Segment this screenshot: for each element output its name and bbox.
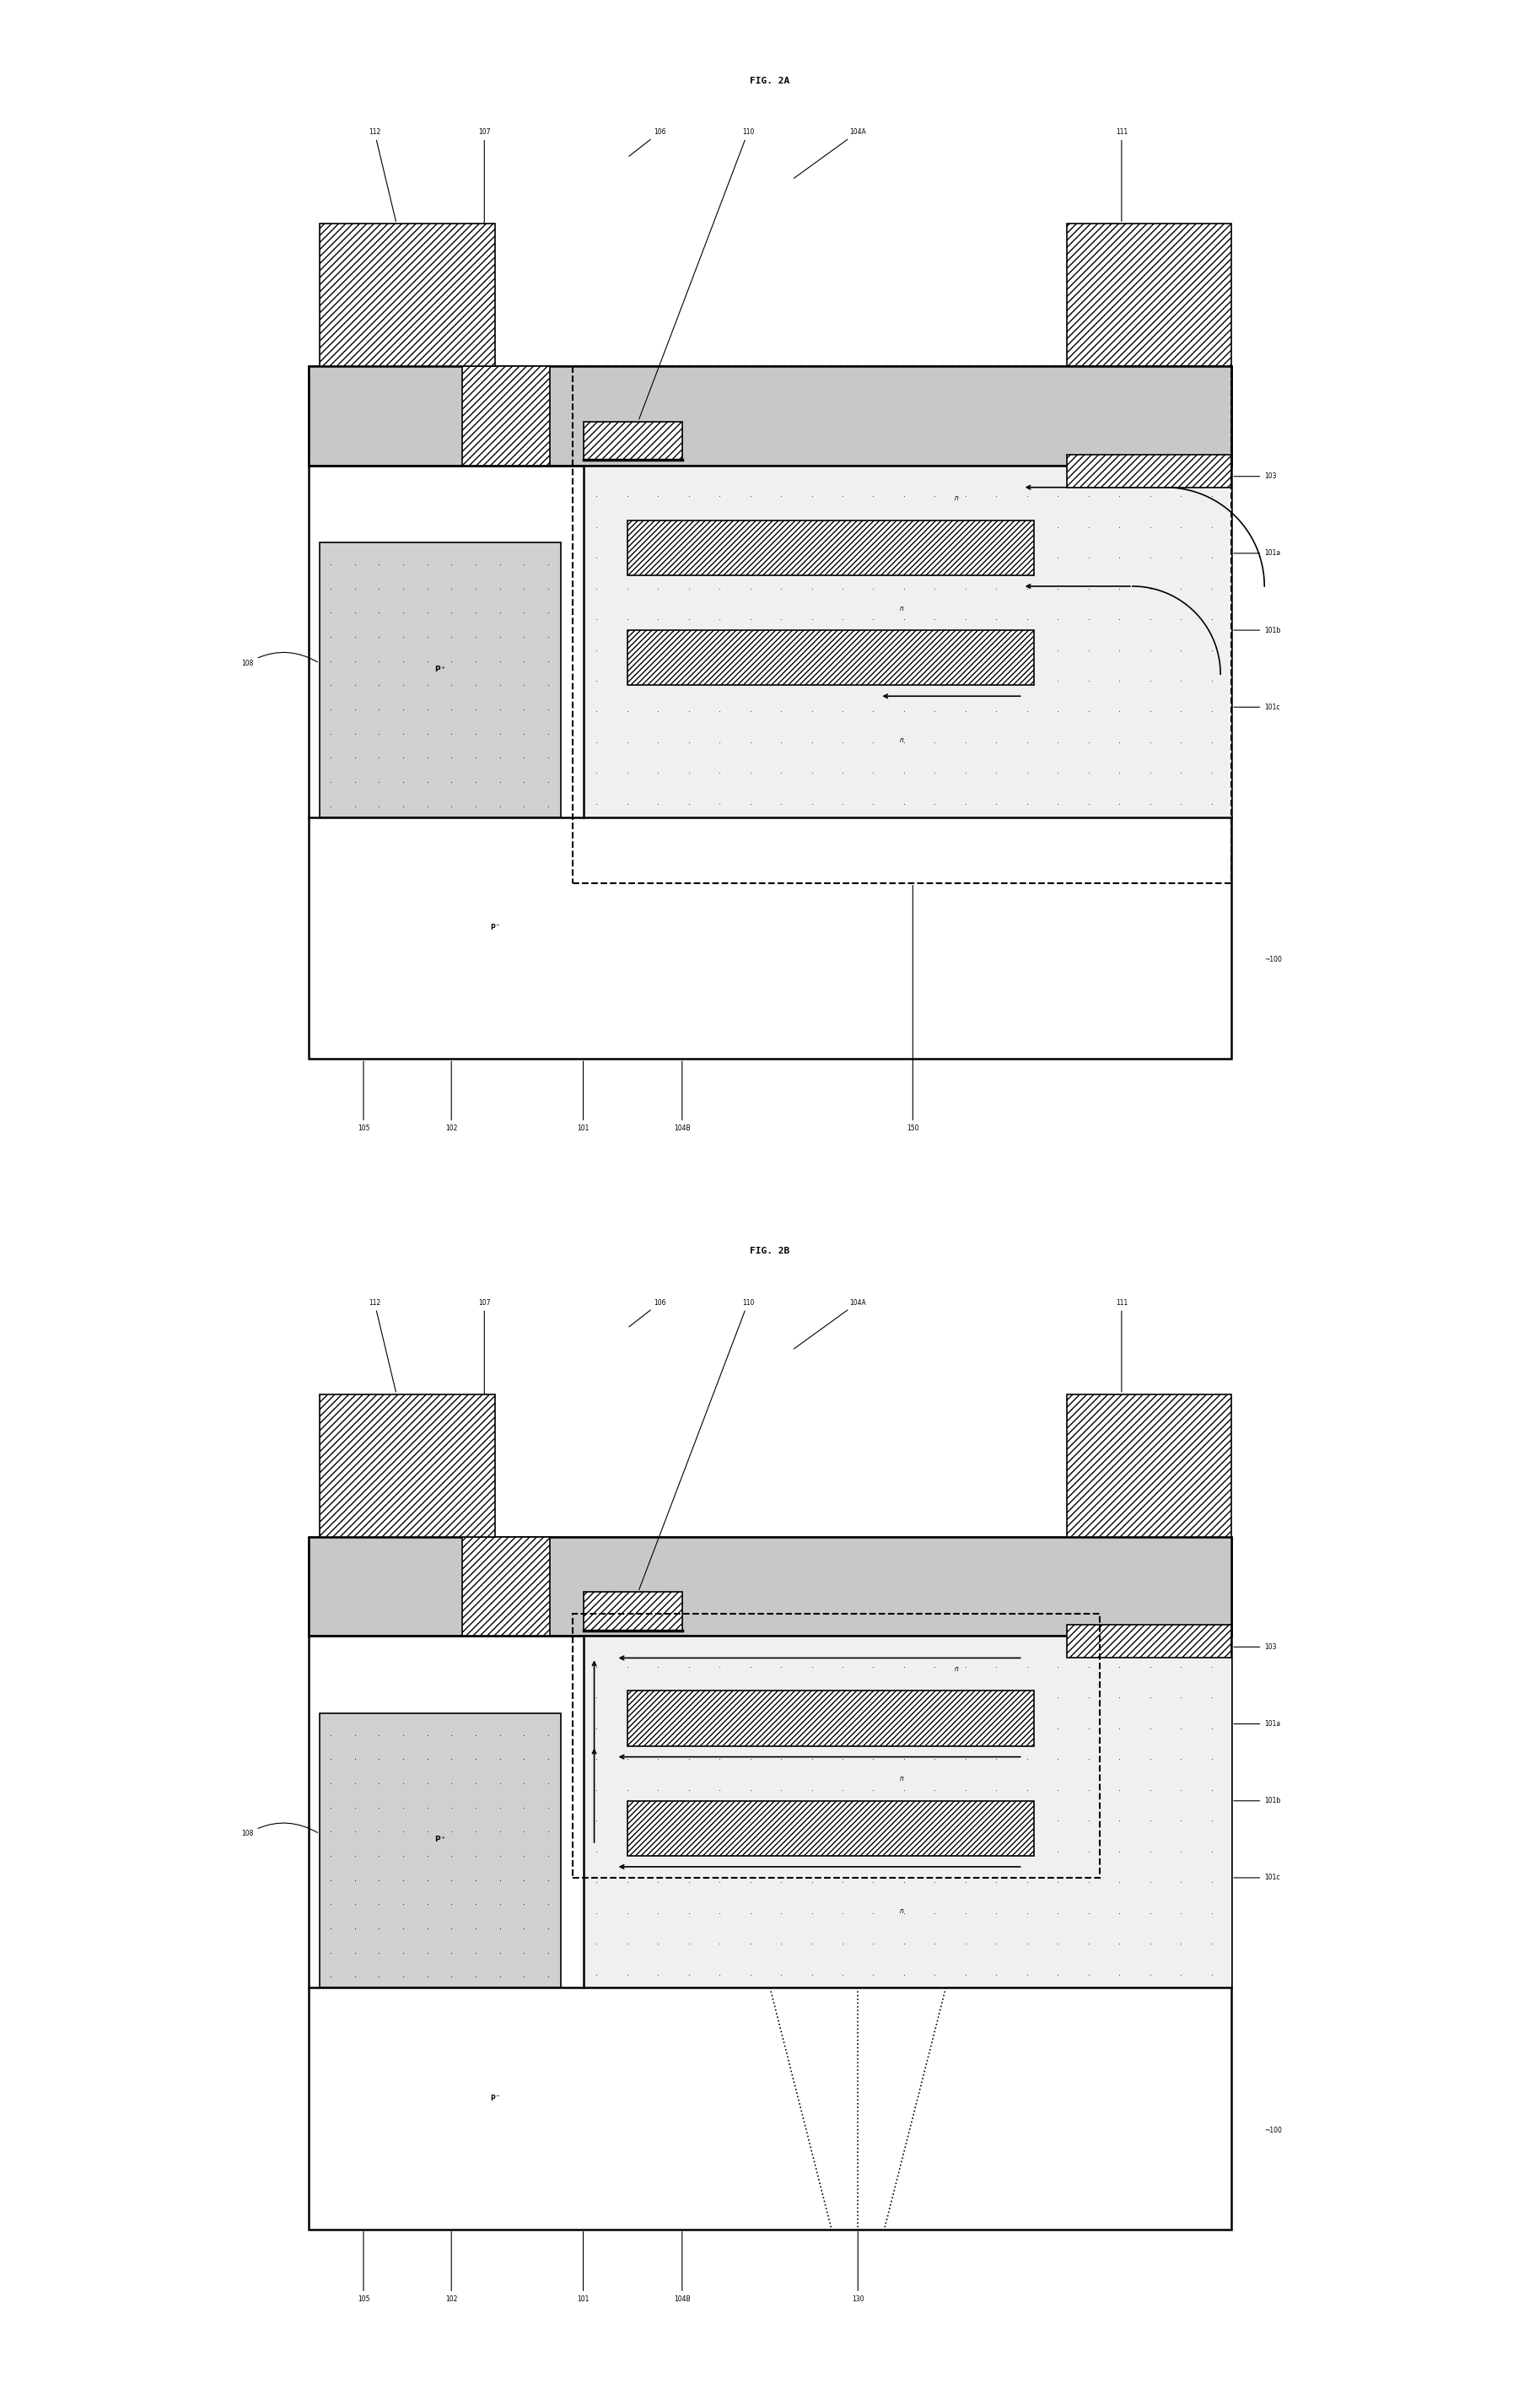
Text: 106: 106 — [628, 1300, 667, 1326]
Bar — [584, 1636, 1232, 1988]
Text: n: n — [899, 604, 904, 612]
Text: FIG. 2B: FIG. 2B — [750, 1247, 790, 1257]
Text: 112: 112 — [368, 1300, 396, 1393]
Text: ~100: ~100 — [1264, 956, 1281, 963]
Bar — [1067, 1395, 1232, 1536]
Text: 102: 102 — [445, 2231, 457, 2303]
Text: 111: 111 — [1115, 1300, 1127, 1393]
Bar — [573, 366, 1232, 884]
Text: P$^+$: P$^+$ — [434, 664, 447, 674]
Bar — [584, 420, 682, 459]
Text: 101c: 101c — [1234, 702, 1280, 712]
Bar — [308, 366, 1232, 1058]
Bar — [627, 1801, 1033, 1856]
Text: 101b: 101b — [1234, 1797, 1281, 1804]
Text: 104A: 104A — [793, 129, 865, 179]
Text: n: n — [899, 1906, 904, 1914]
Bar — [319, 225, 496, 366]
Text: 107: 107 — [479, 129, 490, 363]
Bar — [627, 521, 1033, 576]
Text: P$^-$: P$^-$ — [490, 2093, 501, 2102]
Bar — [1067, 225, 1232, 366]
Text: 105: 105 — [357, 2231, 370, 2303]
Bar — [573, 1615, 1100, 1878]
Text: 110: 110 — [639, 129, 755, 418]
Text: 108: 108 — [242, 1823, 317, 1837]
Text: 101: 101 — [578, 1061, 590, 1132]
Bar — [627, 631, 1033, 686]
Bar — [319, 542, 561, 817]
Text: 101b: 101b — [1234, 626, 1281, 633]
Bar — [308, 366, 1232, 466]
Text: 107: 107 — [479, 1300, 490, 1534]
Text: 112: 112 — [368, 129, 396, 222]
Text: P$^-$: P$^-$ — [490, 922, 501, 932]
Text: 104A: 104A — [793, 1300, 865, 1350]
Bar — [584, 466, 1232, 817]
Bar — [308, 1536, 1232, 2229]
Text: 106: 106 — [628, 129, 667, 155]
Text: n: n — [899, 736, 904, 743]
Bar — [462, 1536, 550, 1636]
Text: 111: 111 — [1115, 129, 1127, 222]
Text: 108: 108 — [242, 652, 317, 667]
Text: n: n — [955, 495, 959, 502]
Text: 103: 103 — [1234, 1644, 1277, 1651]
Text: 105: 105 — [357, 1061, 370, 1132]
Bar — [1067, 454, 1232, 487]
Bar — [627, 1691, 1033, 1746]
Bar — [584, 1591, 682, 1629]
Text: 104B: 104B — [675, 2231, 690, 2303]
Bar — [319, 1713, 561, 1988]
Text: 110: 110 — [639, 1300, 755, 1589]
Bar — [308, 1536, 1232, 1636]
Text: 104B: 104B — [675, 1061, 690, 1132]
Text: 130: 130 — [852, 2231, 864, 2303]
Text: FIG. 2A: FIG. 2A — [750, 76, 790, 86]
Text: n: n — [955, 1665, 959, 1672]
Text: 102: 102 — [445, 1061, 457, 1132]
Text: n: n — [899, 1775, 904, 1782]
Text: 103: 103 — [1234, 473, 1277, 480]
Text: 150: 150 — [907, 886, 919, 1132]
Bar — [462, 366, 550, 466]
Text: ~100: ~100 — [1264, 2126, 1281, 2133]
Text: P$^+$: P$^+$ — [434, 1835, 447, 1844]
Text: 101a: 101a — [1234, 1720, 1281, 1727]
Text: 101: 101 — [578, 2231, 590, 2303]
Bar — [1067, 1625, 1232, 1658]
Text: 101a: 101a — [1234, 549, 1281, 557]
Text: 101c: 101c — [1234, 1873, 1280, 1883]
Bar — [319, 1395, 496, 1536]
